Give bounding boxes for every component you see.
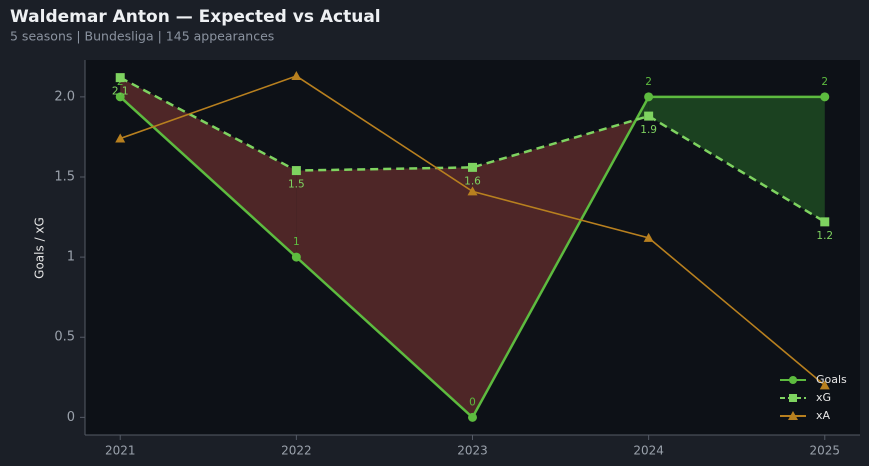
x-tick-label: 2021 <box>105 444 136 458</box>
legend-marker <box>789 376 797 384</box>
point <box>115 133 126 143</box>
underperformance-area <box>296 167 473 418</box>
legend-marker <box>789 394 797 402</box>
point <box>291 252 301 262</box>
data-label: 2.1 <box>112 86 129 98</box>
chart-subtitle: 5 seasons | Bundesliga | 145 appearances <box>10 29 274 44</box>
legend-label: xG <box>816 391 831 404</box>
data-label: 1.2 <box>816 230 833 242</box>
y-tick-label: 1 <box>67 250 75 265</box>
point <box>115 73 125 83</box>
point <box>468 412 477 422</box>
x-tick-label: 2022 <box>281 444 312 458</box>
data-label: 1.6 <box>464 175 481 187</box>
point <box>115 92 125 102</box>
series-line <box>119 76 826 223</box>
x-tick-label: 2025 <box>809 444 840 458</box>
data-label: 0 <box>469 396 476 408</box>
y-tick-label: 0 <box>67 410 75 425</box>
data-label: 1 <box>293 236 300 248</box>
point <box>820 217 830 227</box>
legend-label: xA <box>816 409 831 422</box>
y-axis-label: Goals / xG <box>33 217 47 279</box>
data-label: 2 <box>821 76 828 88</box>
legend-label: Goals <box>816 373 847 386</box>
y-tick-label: 2.0 <box>54 89 75 104</box>
overperformance-area <box>648 96 825 222</box>
point <box>820 92 830 102</box>
data-label: 1.9 <box>640 124 657 136</box>
x-tick-label: 2023 <box>457 444 488 458</box>
legend-marker <box>788 411 798 420</box>
point <box>467 186 478 196</box>
point <box>291 166 301 176</box>
point <box>644 92 654 102</box>
point <box>644 111 654 121</box>
point <box>819 380 830 390</box>
point <box>291 71 302 81</box>
y-tick-label: 0.5 <box>54 330 75 345</box>
point <box>643 232 654 242</box>
point <box>468 162 477 172</box>
chart-title: Waldemar Anton — Expected vs Actual <box>10 7 381 27</box>
x-tick-label: 2024 <box>633 444 664 458</box>
data-label: 1.5 <box>288 179 305 191</box>
y-tick-label: 1.5 <box>54 169 75 184</box>
data-label: 2 <box>645 76 652 88</box>
